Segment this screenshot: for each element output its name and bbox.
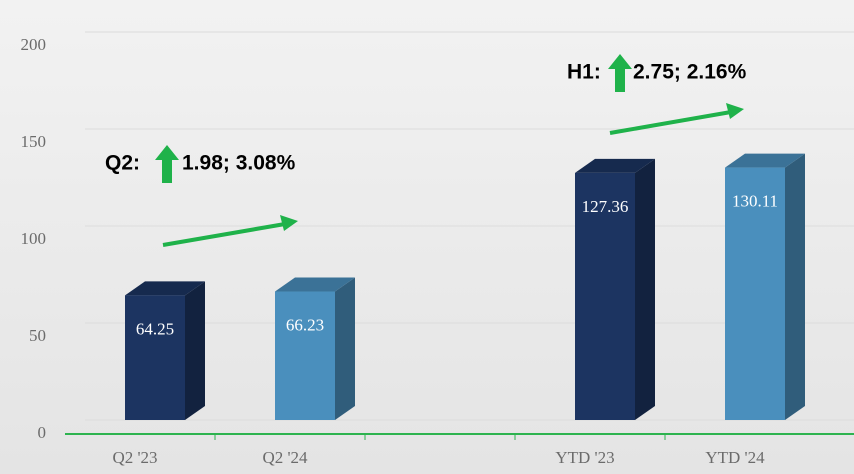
y-tick-label: 50 — [29, 326, 46, 345]
bar-side — [335, 277, 355, 420]
annotation-prefix: H1: — [567, 61, 601, 84]
y-tick-label: 100 — [21, 229, 47, 248]
x-tick-label: Q2 '23 — [112, 448, 157, 467]
value-label: 127.36 — [582, 197, 629, 216]
bar-top — [275, 277, 355, 292]
bar-top — [725, 153, 805, 168]
bar-side — [785, 153, 805, 420]
bar — [125, 295, 185, 420]
value-label: 130.11 — [732, 191, 778, 210]
annotation: 1.98; 3.08% — [182, 152, 296, 175]
x-tick-label: Q2 '24 — [262, 448, 308, 467]
y-tick-label: 0 — [38, 423, 47, 442]
annotation: 2.75; 2.16% — [633, 61, 747, 84]
bar-top — [125, 281, 205, 296]
bar-top — [575, 158, 655, 173]
y-tick-label: 200 — [21, 35, 47, 54]
bar-side — [635, 158, 655, 420]
bar — [275, 291, 335, 420]
trend-arrow — [609, 110, 732, 135]
annotation-prefix: Q2: — [105, 152, 140, 175]
value-label: 64.25 — [136, 319, 174, 338]
up-icon — [155, 145, 179, 183]
bars: 64.25 66.23 127.36 130.11 — [125, 153, 805, 420]
bar — [725, 167, 785, 420]
bar — [575, 172, 635, 420]
x-tick-label: YTD '23 — [555, 448, 614, 467]
bar-side — [185, 281, 205, 420]
value-label: 66.23 — [286, 315, 324, 334]
trend-arrow-head — [726, 103, 744, 119]
x-tick-label: YTD '24 — [705, 448, 765, 467]
trend-arrow — [162, 222, 286, 247]
trend-arrow-head — [280, 215, 298, 231]
y-tick-label: 150 — [21, 132, 47, 151]
up-icon — [608, 54, 632, 92]
